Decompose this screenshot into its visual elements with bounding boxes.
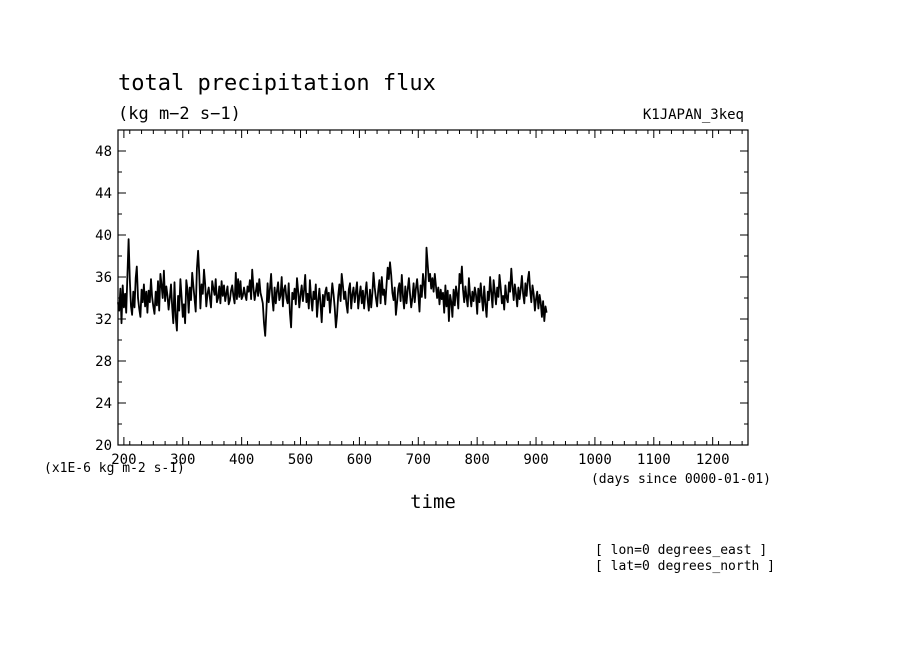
y-tick-label: 20: [95, 438, 112, 454]
chart-units: (kg m−2 s−1): [118, 104, 241, 124]
y-tick-label: 48: [95, 144, 112, 160]
y-axis-tick-labels: 20 24 28 32 36 40 44 48: [95, 144, 112, 454]
x-axis-tick-labels: 200 300 400 500 600 700 800 900 1000 1100 1200: [111, 452, 729, 468]
chart-title: total precipitation flux: [118, 71, 436, 96]
x-tick-label: 500: [288, 452, 313, 468]
y-tick-label: 40: [95, 228, 112, 244]
series-line: [117, 238, 548, 337]
x-tick-label: 800: [465, 452, 490, 468]
y-tick-label: 32: [95, 312, 112, 328]
plot-border: [117, 129, 749, 446]
y-tick-label: 28: [95, 354, 112, 370]
lat-note: [ lat=0 degrees_north ]: [595, 559, 775, 574]
x-tick-label: 600: [347, 452, 372, 468]
x-unit-note: (days since 0000-01-01): [591, 472, 771, 487]
x-tick-label: 200: [111, 452, 136, 468]
lon-note: [ lon=0 degrees_east ]: [595, 543, 767, 558]
x-axis-ticks: [117, 130, 743, 445]
y-tick-label: 24: [95, 396, 112, 412]
x-tick-label: 400: [229, 452, 254, 468]
x-tick-label: 1200: [696, 452, 730, 468]
x-tick-label: 1100: [637, 452, 671, 468]
y-tick-label: 44: [95, 186, 112, 202]
dataset-label: K1JAPAN_3keq: [643, 107, 744, 123]
plot-frame: [117, 129, 749, 446]
x-tick-label: 1000: [578, 452, 612, 468]
y-tick-label: 36: [95, 270, 112, 286]
x-tick-label: 700: [406, 452, 431, 468]
y-axis-ticks: [118, 150, 748, 446]
y-scale-note: (x1E-6 kg m-2 s-1): [44, 461, 185, 476]
x-tick-label: 900: [523, 452, 548, 468]
x-tick-label: 300: [170, 452, 195, 468]
x-axis-title: time: [410, 491, 456, 513]
